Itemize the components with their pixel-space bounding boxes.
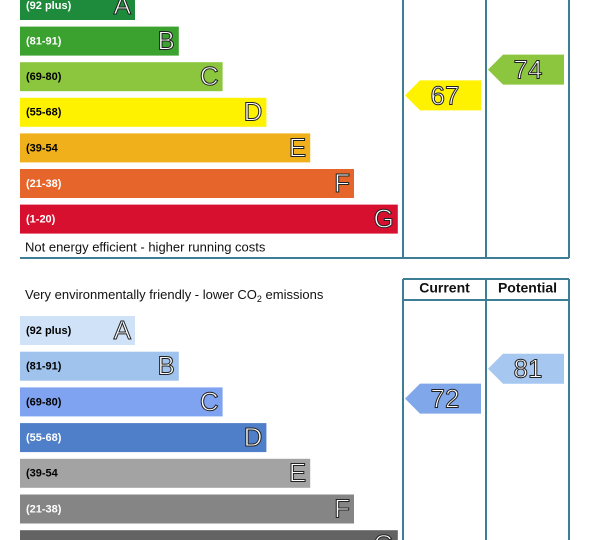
rating-arrow — [488, 54, 564, 85]
band — [20, 0, 135, 20]
band-letter: C — [200, 61, 219, 91]
band — [20, 169, 354, 198]
column-header: Current — [419, 280, 470, 296]
band-letter: D — [244, 97, 263, 127]
rating-arrow — [405, 383, 481, 414]
band-range: (39-54 — [26, 468, 59, 480]
rating-value: 74 — [514, 55, 543, 85]
band-letter: E — [289, 458, 306, 488]
band — [20, 423, 267, 453]
top-note-part: 2 — [257, 294, 262, 304]
band-letter: F — [334, 168, 350, 198]
band-range: (81-91) — [26, 361, 62, 373]
band — [20, 458, 311, 488]
band-range: (55-68) — [26, 432, 62, 444]
band-letter: B — [157, 351, 174, 381]
band-letter: A — [114, 315, 132, 345]
band — [20, 133, 311, 163]
band-range: (55-68) — [26, 107, 62, 119]
band — [20, 494, 354, 524]
top-note-part: Very environmentally friendly - lower CO — [25, 287, 257, 302]
band-range: (81-91) — [26, 36, 62, 48]
band — [20, 387, 223, 417]
band-letter: G — [374, 529, 394, 540]
band-range: (92 plus) — [26, 0, 72, 12]
band — [20, 97, 267, 127]
band — [20, 351, 179, 381]
band — [20, 62, 223, 92]
band — [20, 316, 135, 345]
frame — [20, 0, 570, 540]
band-range: (69-80) — [26, 396, 62, 408]
band-range: (1-20) — [26, 214, 56, 226]
band — [20, 530, 398, 540]
rating-arrow — [488, 353, 564, 384]
top-note: Very environmentally friendly - lower CO… — [25, 287, 324, 304]
band-letter: A — [114, 0, 132, 20]
rating-value: 81 — [514, 354, 543, 384]
band-letter: B — [157, 25, 174, 55]
band-letter: D — [244, 422, 263, 452]
band-range: (21-38) — [26, 178, 62, 190]
band-letter: C — [200, 386, 219, 416]
column-header: Potential — [498, 280, 557, 296]
band — [20, 26, 179, 56]
rating-arrow — [405, 80, 481, 111]
top-note-part: emissions — [262, 287, 324, 302]
band-range: (92 plus) — [26, 325, 72, 337]
band-letter: E — [289, 132, 306, 162]
band-letter: F — [334, 493, 350, 523]
rating-value: 72 — [431, 384, 460, 414]
band — [20, 204, 398, 234]
band-range: (21-38) — [26, 503, 62, 515]
band-letter: G — [374, 203, 394, 233]
bottom-note: Not energy efficient - higher running co… — [25, 239, 266, 254]
band-range: (39-54 — [26, 142, 59, 154]
band-range: (69-80) — [26, 71, 62, 83]
rating-value: 67 — [431, 80, 460, 110]
